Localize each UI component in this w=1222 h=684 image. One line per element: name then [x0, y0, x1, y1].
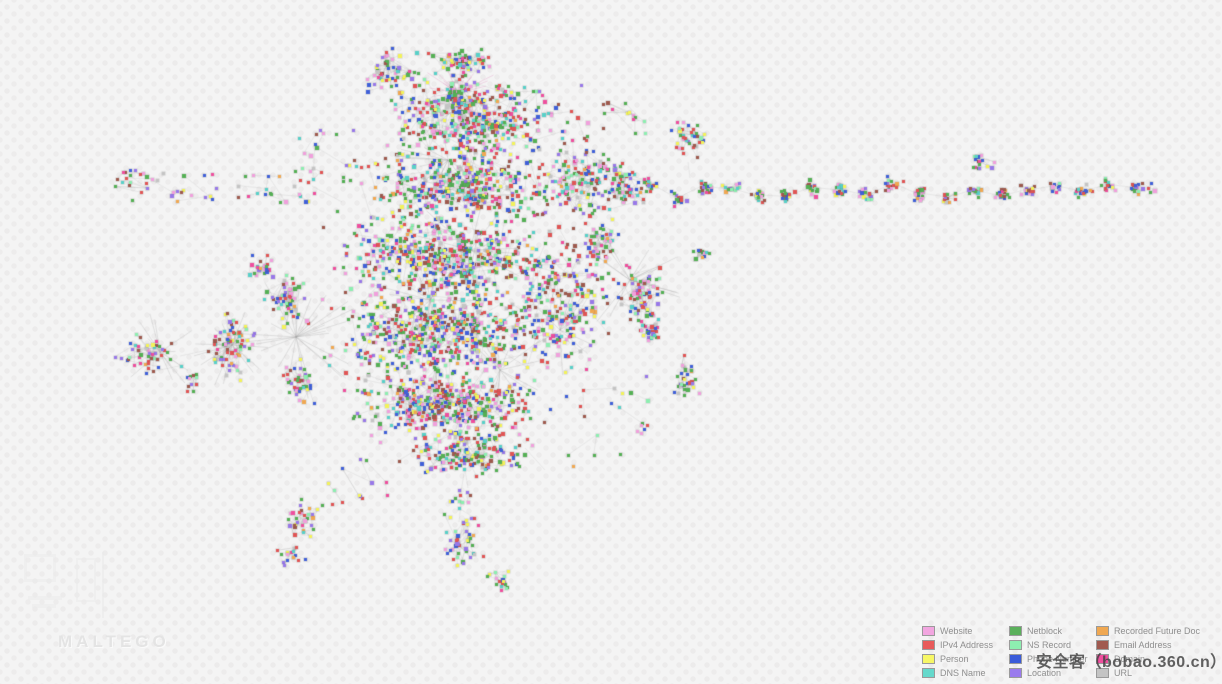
legend-column: Recorded Future Doc Email Address Domain UR… [1096, 624, 1200, 680]
legend-label: Email Address [1114, 640, 1172, 650]
legend-label: NS Record [1027, 640, 1072, 650]
legend-swatch [1009, 668, 1022, 678]
legend-swatch [1009, 640, 1022, 650]
legend-item: Netblock [1009, 624, 1096, 638]
legend-item: URL [1096, 666, 1200, 680]
legend-item: Recorded Future Doc [1096, 624, 1200, 638]
legend-label: Domain [1114, 654, 1146, 664]
legend-label: IPv4 Address [940, 640, 994, 650]
legend-column: Website IPv4 Address Person DNS Name [922, 624, 1009, 680]
legend-swatch [1096, 640, 1109, 650]
legend-item: Phone Number [1009, 652, 1096, 666]
legend-label: Website [940, 626, 973, 636]
legend-swatch [922, 626, 935, 636]
legend-swatch [1096, 626, 1109, 636]
legend-label: DNS Name [940, 668, 986, 678]
legend-item: IPv4 Address [922, 638, 1009, 652]
legend-label: Location [1027, 668, 1062, 678]
legend-item: Domain [1096, 652, 1200, 666]
legend: Website IPv4 Address Person DNS Name Netbloc… [922, 624, 1200, 680]
legend-item: Location [1009, 666, 1096, 680]
legend-swatch [1096, 668, 1109, 678]
legend-column: Netblock NS Record Phone Number Location [1009, 624, 1096, 680]
legend-label: URL [1114, 668, 1133, 678]
site-watermark: 安全客（bobao.360.cn） [1036, 654, 1222, 671]
legend-item: Website [922, 624, 1009, 638]
legend-swatch [922, 654, 935, 664]
legend-item: DNS Name [922, 666, 1009, 680]
legend-label: Person [940, 654, 969, 664]
legend-item: Email Address [1096, 638, 1200, 652]
legend-label: Recorded Future Doc [1114, 626, 1201, 636]
legend-swatch [1096, 654, 1109, 664]
legend-label: Phone Number [1027, 654, 1088, 664]
legend-swatch [922, 640, 935, 650]
legend-item: NS Record [1009, 638, 1096, 652]
legend-item: Person [922, 652, 1009, 666]
legend-swatch [922, 668, 935, 678]
legend-swatch [1009, 626, 1022, 636]
legend-swatch [1009, 654, 1022, 664]
legend-label: Netblock [1027, 626, 1063, 636]
